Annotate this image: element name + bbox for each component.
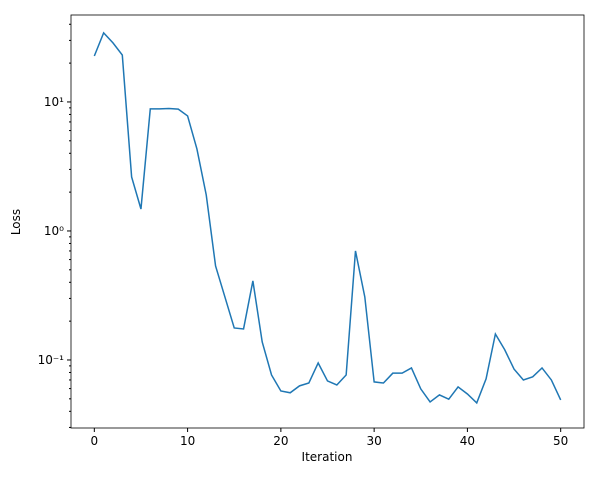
x-tick-label: 20 [273, 434, 288, 448]
x-tick-label: 10 [180, 434, 195, 448]
x-tick-label: 40 [460, 434, 475, 448]
plot-frame [70, 14, 585, 429]
y-axis-label: Loss [9, 209, 23, 235]
y-tick-label: 10⁰ [44, 224, 64, 238]
line [93, 31, 562, 405]
x-tick-label: 30 [366, 434, 381, 448]
x-tick-label: 0 [90, 434, 98, 448]
y-tick-label: 10¹ [44, 95, 64, 109]
y-tick-label: 10⁻¹ [38, 353, 65, 367]
x-tick-label: 50 [553, 434, 568, 448]
x-axis-label: Iteration [302, 450, 353, 464]
